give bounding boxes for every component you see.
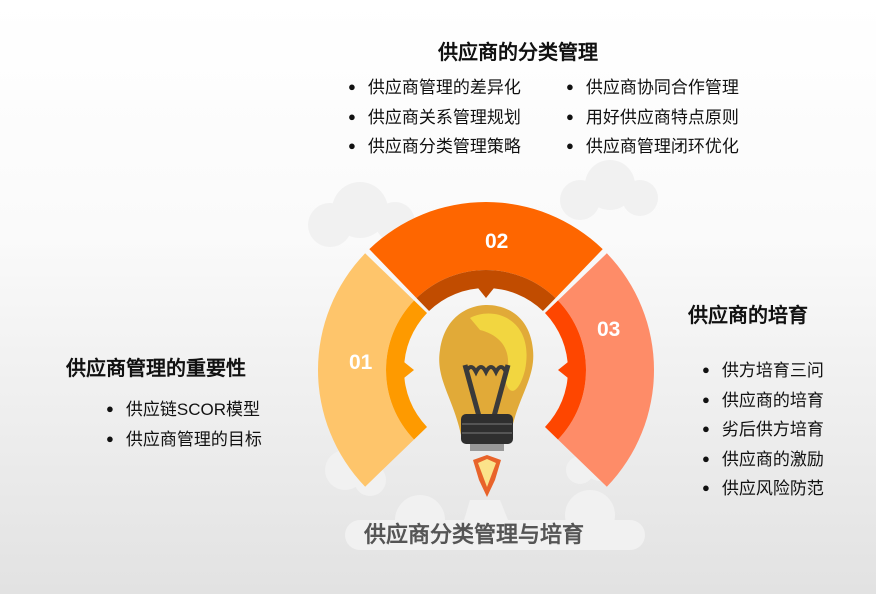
- section-03-list: 供方培育三问 供应商的培育 劣后供方培育 供应商的激励 供应风险防范: [702, 357, 824, 505]
- section-01-list: 供应链SCOR模型 供应商管理的目标: [106, 396, 262, 455]
- section-01-title: 供应商管理的重要性: [66, 358, 246, 380]
- segment-02-outer: [369, 201, 603, 299]
- list-item: 供应商管理的差异化: [348, 74, 521, 104]
- segment-03-inner: [544, 300, 586, 440]
- lightbulb-rocket-icon: [439, 305, 534, 497]
- list-item: 供应商管理闭环优化: [566, 133, 739, 163]
- segment-02-number: 02: [485, 230, 509, 253]
- list-item: 供应商关系管理规划: [348, 104, 521, 134]
- segment-03-outer: [557, 253, 654, 487]
- section-02-list-right: 供应商协同合作管理 用好供应商特点原则 供应商管理闭环优化: [566, 74, 739, 163]
- list-item: 用好供应商特点原则: [566, 104, 739, 134]
- list-item: 供方培育三问: [702, 357, 824, 387]
- list-item: 供应商的激励: [702, 446, 824, 476]
- section-03-title: 供应商的培育: [688, 305, 808, 327]
- list-item: 劣后供方培育: [702, 416, 824, 446]
- main-title: 供应商分类管理与培育: [364, 522, 585, 547]
- segment-01-number: 01: [349, 351, 373, 374]
- segment-02-inner: [416, 270, 556, 312]
- list-item: 供应链SCOR模型: [106, 396, 262, 426]
- segment-03-pointer: [558, 362, 568, 378]
- list-item: 供应风险防范: [702, 475, 824, 505]
- list-item: 供应商分类管理策略: [348, 133, 521, 163]
- section-02-title: 供应商的分类管理: [438, 42, 598, 64]
- segment-ring: [318, 201, 654, 487]
- list-item: 供应商的培育: [702, 387, 824, 417]
- section-02-list-left: 供应商管理的差异化 供应商关系管理规划 供应商分类管理策略: [348, 74, 521, 163]
- segment-01-outer: [318, 253, 415, 487]
- list-item: 供应商协同合作管理: [566, 74, 739, 104]
- segment-02-pointer: [478, 288, 494, 298]
- segment-01-pointer: [404, 362, 414, 378]
- list-item: 供应商管理的目标: [106, 426, 262, 456]
- segment-03-number: 03: [597, 318, 621, 341]
- segment-01-inner: [386, 300, 428, 440]
